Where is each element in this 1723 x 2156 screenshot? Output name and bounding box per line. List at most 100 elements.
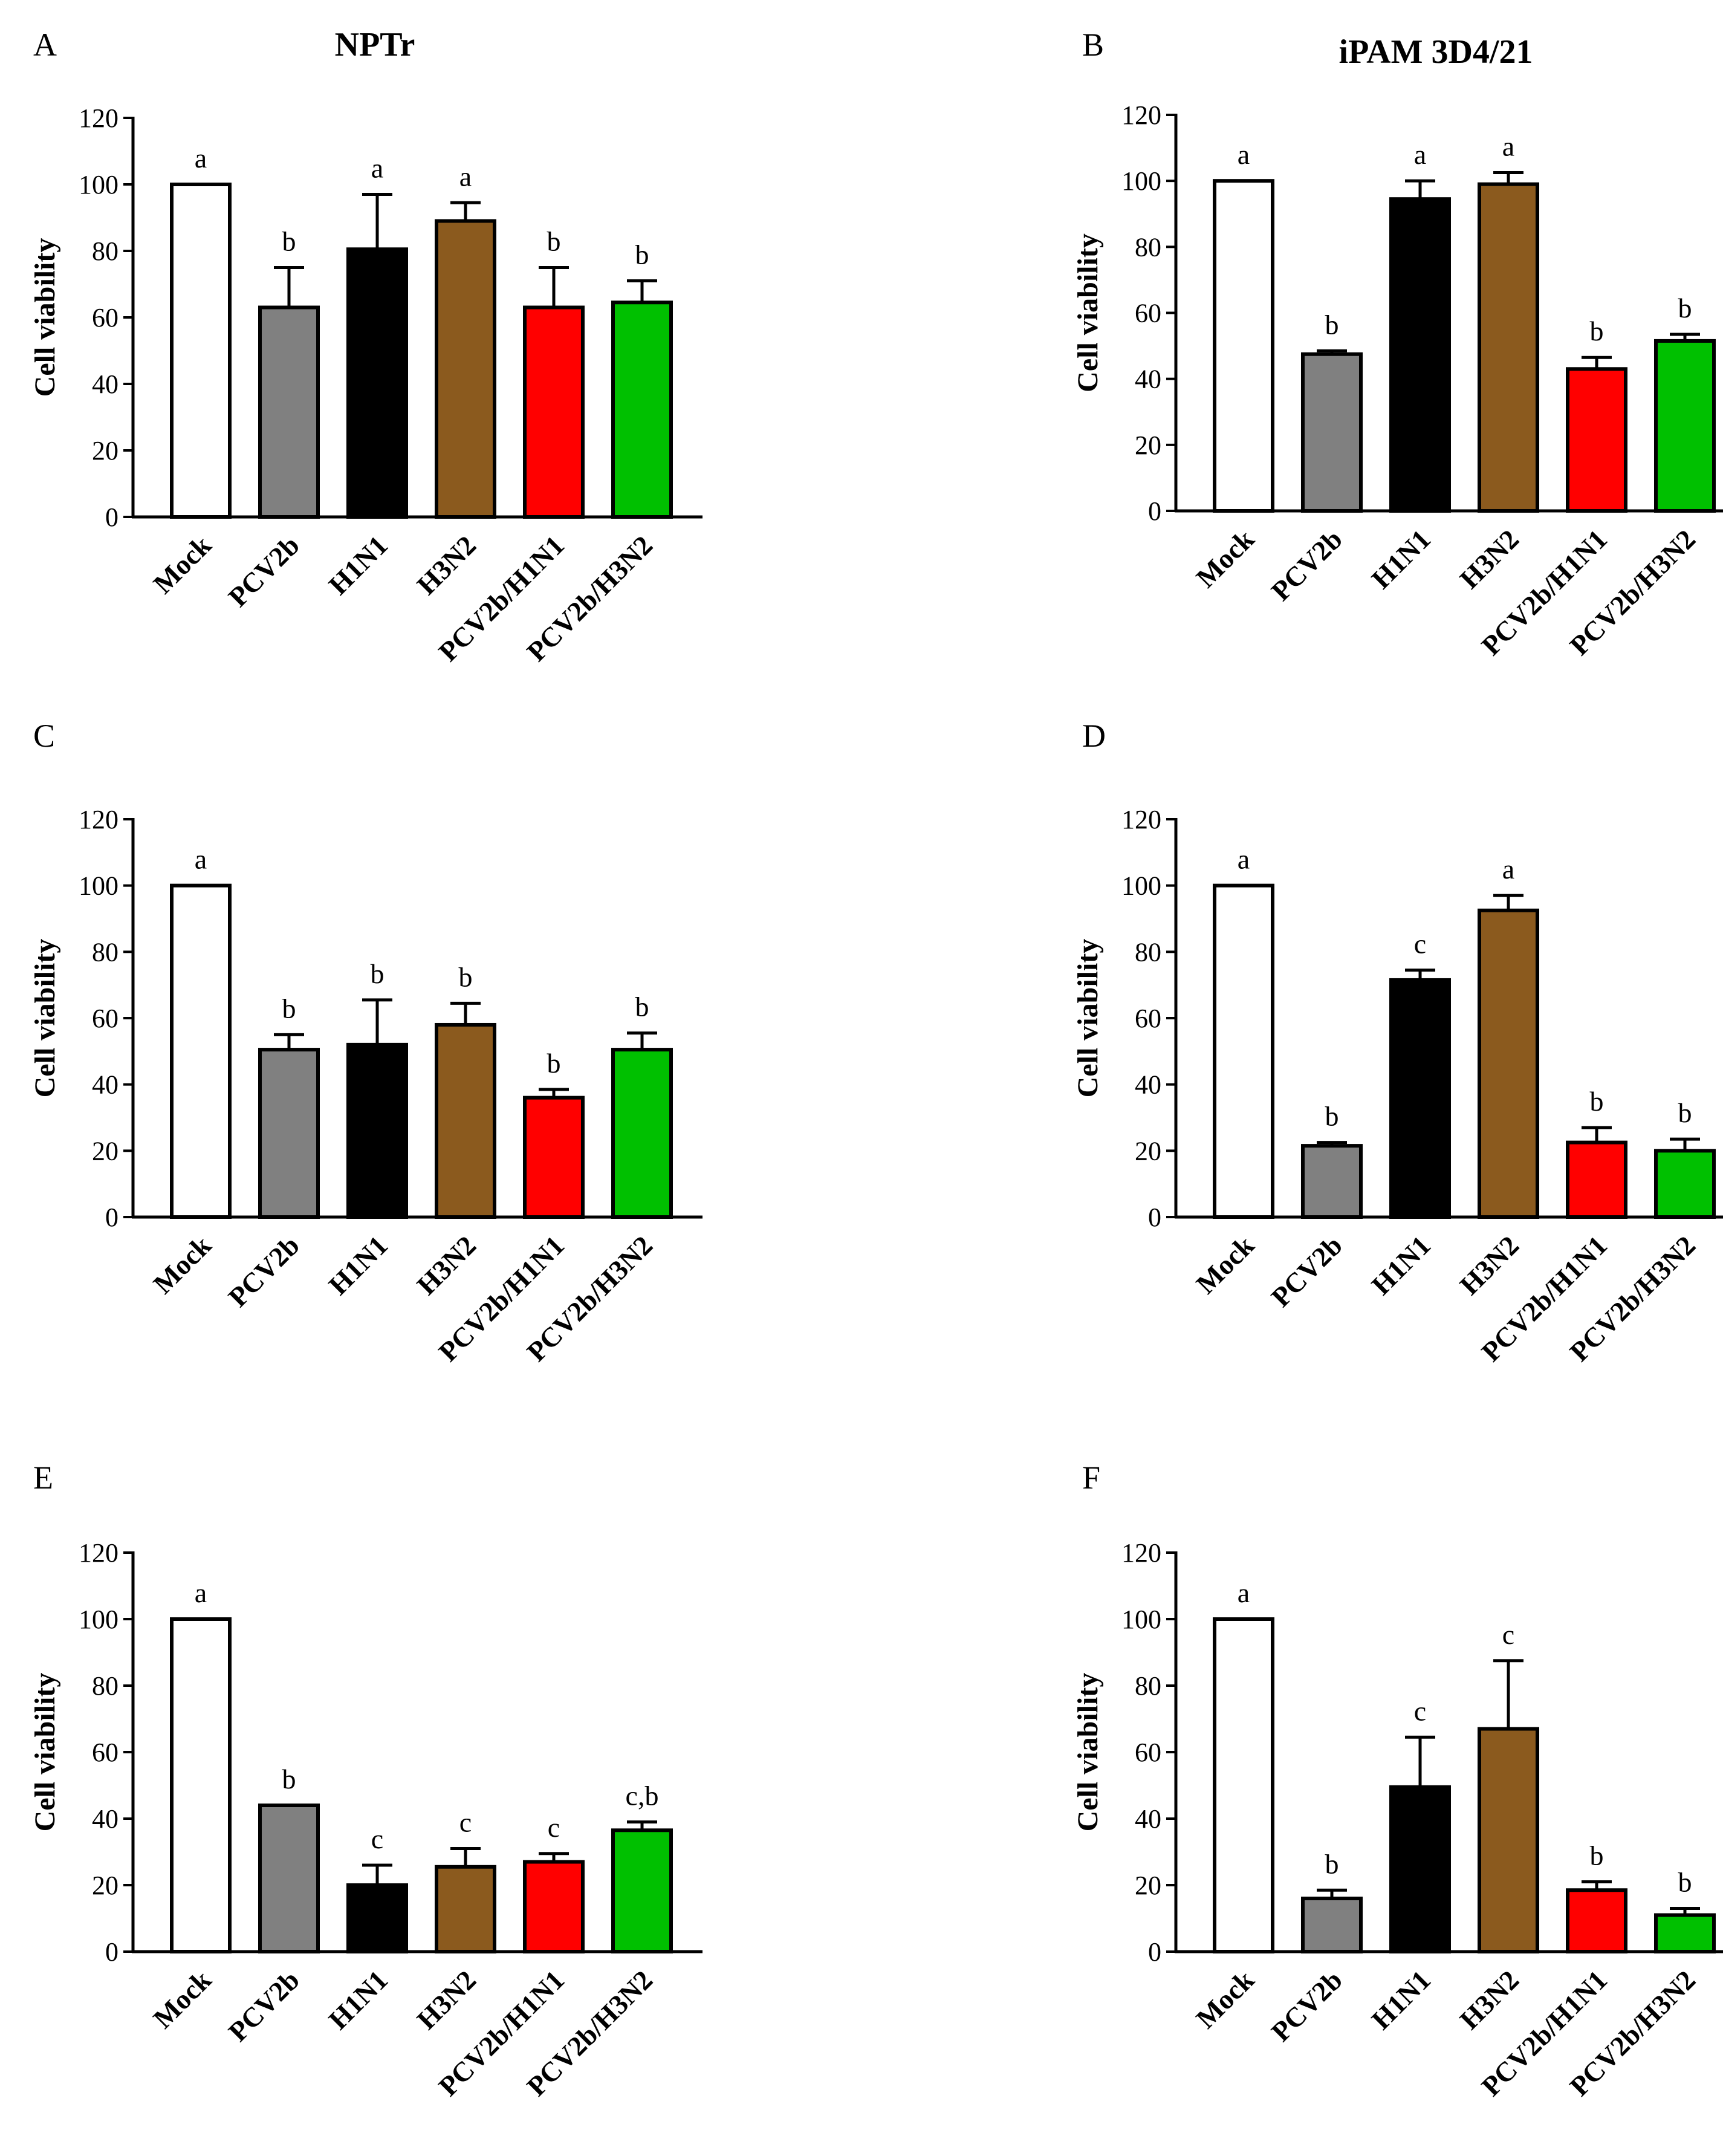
category-label: H1N1 [323, 530, 394, 600]
y-tick-label: 60 [92, 1004, 118, 1033]
y-axis-label: Cell viability [29, 939, 61, 1098]
significance-label: a [1238, 844, 1250, 875]
y-tick-label: 0 [105, 502, 118, 532]
category-label: H3N2 [1454, 524, 1525, 594]
y-tick-label: 80 [1135, 232, 1161, 262]
significance-label: a [195, 1577, 207, 1608]
y-tick-label: 40 [1135, 365, 1161, 394]
significance-label: b [1678, 1867, 1692, 1898]
y-tick-label: 0 [1148, 496, 1161, 526]
category-label: H1N1 [323, 1230, 394, 1300]
y-tick-label: 120 [79, 805, 118, 834]
category-label: PCV2b [1265, 524, 1348, 606]
category-label: Mock [148, 1964, 218, 2034]
y-tick-label: 0 [1148, 1203, 1161, 1232]
significance-label: a [1502, 131, 1514, 162]
y-tick-label: 120 [1121, 1538, 1161, 1568]
bar [435, 219, 496, 519]
bar [1389, 197, 1451, 513]
significance-label: a [195, 844, 207, 875]
significance-label: b [459, 961, 473, 992]
y-tick-label: 80 [92, 1671, 118, 1701]
significance-label: b [1678, 293, 1692, 323]
chart-panel-f: F 0 20 40 60 80 100 120 Cell viability a Mock b PCV2… [1072, 1460, 1723, 2102]
significance-label: b [1325, 309, 1339, 340]
significance-label: b [282, 226, 296, 257]
y-axis-label: Cell viability [29, 1673, 61, 1832]
significance-label: b [1590, 316, 1604, 346]
bar [1654, 1149, 1716, 1219]
y-tick-label: 120 [1121, 805, 1161, 834]
bar [346, 1883, 408, 1953]
category-label: H1N1 [1366, 524, 1436, 594]
panel-letter: B [1082, 27, 1104, 63]
bar [1566, 367, 1627, 513]
y-tick-label: 0 [1148, 1937, 1161, 1967]
y-tick-label: 0 [105, 1203, 118, 1232]
bar [611, 300, 673, 519]
panel-letter: D [1082, 718, 1106, 754]
bar [1389, 978, 1451, 1219]
significance-label: c [548, 1812, 560, 1843]
significance-label: b [1590, 1840, 1604, 1871]
y-axis-label: Cell viability [29, 238, 61, 397]
y-tick-label: 40 [92, 369, 118, 399]
category-label: Mock [1190, 1964, 1261, 2034]
panel-letter: A [33, 27, 57, 63]
category-label: PCV2b [222, 1230, 305, 1313]
category-label: H3N2 [411, 530, 482, 600]
significance-label: c,b [626, 1781, 659, 1811]
significance-label: b [635, 992, 649, 1022]
bar [1566, 1888, 1627, 1953]
significance-label: b [282, 993, 296, 1024]
y-axis-label: Cell viability [1072, 233, 1104, 392]
category-label: H3N2 [1454, 1230, 1525, 1300]
bar [1478, 182, 1539, 513]
panel-letter: F [1082, 1460, 1100, 1496]
y-tick-label: 40 [92, 1804, 118, 1834]
significance-label: a [1502, 854, 1514, 885]
significance-label: c [1414, 928, 1426, 959]
significance-label: a [371, 153, 383, 184]
significance-label: b [371, 958, 385, 989]
bar [611, 1048, 673, 1219]
y-tick-label: 80 [92, 937, 118, 967]
bar [1301, 1144, 1363, 1219]
y-tick-label: 80 [1135, 1671, 1161, 1701]
significance-label: b [635, 239, 649, 270]
y-tick-label: 100 [1121, 871, 1161, 901]
y-tick-label: 60 [1135, 1004, 1161, 1033]
category-label: PCV2b [222, 1964, 305, 2047]
bar [1566, 1140, 1627, 1219]
category-label: PCV2b [1265, 1230, 1348, 1313]
y-tick-label: 80 [1135, 937, 1161, 967]
y-tick-label: 100 [1121, 1605, 1161, 1634]
bar [1213, 179, 1274, 513]
bar [258, 305, 320, 519]
y-tick-label: 20 [1135, 430, 1161, 460]
bar [346, 1042, 408, 1219]
chart-panel-d: D 0 20 40 60 80 100 120 Cell viability a Mock b PCV2… [1072, 718, 1723, 1368]
y-tick-label: 40 [92, 1070, 118, 1100]
category-label: Mock [1190, 1230, 1261, 1300]
category-label: H3N2 [411, 1964, 482, 2035]
panel-title: iPAM 3D4/21 [1339, 33, 1533, 71]
bar [523, 1860, 585, 1953]
bar [346, 247, 408, 519]
category-label: H1N1 [323, 1964, 394, 2035]
bar [611, 1828, 673, 1953]
bar [1654, 1913, 1716, 1953]
y-tick-label: 20 [1135, 1136, 1161, 1166]
bar [1654, 339, 1716, 513]
category-label: H3N2 [411, 1230, 482, 1300]
significance-label: c [1414, 1695, 1426, 1726]
significance-label: c [459, 1807, 472, 1838]
category-label: H1N1 [1366, 1230, 1436, 1300]
significance-label: c [371, 1823, 383, 1854]
y-tick-label: 0 [105, 1937, 118, 1967]
category-label: Mock [148, 530, 218, 600]
y-tick-label: 100 [79, 871, 118, 901]
bar [258, 1804, 320, 1953]
bar [1478, 908, 1539, 1219]
